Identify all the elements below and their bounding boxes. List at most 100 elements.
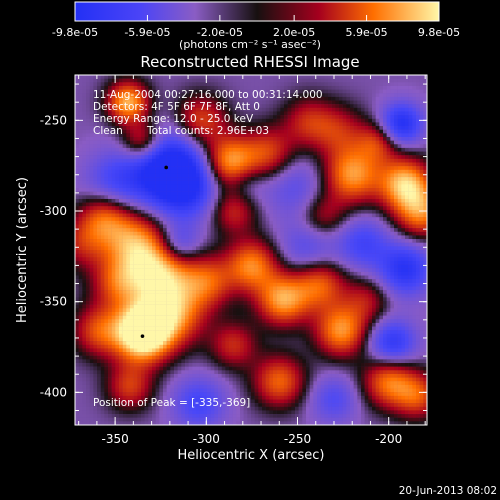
heatmap-cell	[126, 93, 131, 98]
heatmap-cell	[207, 184, 211, 189]
heatmap	[75, 75, 427, 425]
heatmap-cell	[394, 188, 398, 192]
heatmap-cell	[196, 122, 200, 127]
heatmap-cell	[262, 257, 266, 262]
heatmap-cell	[185, 96, 189, 101]
heatmap-cell	[130, 169, 134, 174]
heatmap-cell	[416, 147, 420, 152]
heatmap-cell	[108, 242, 112, 247]
heatmap-cell	[108, 184, 112, 189]
heatmap-cell	[89, 162, 94, 167]
heatmap-cell	[276, 107, 281, 112]
heatmap-cell	[75, 126, 79, 130]
heatmap-cell	[240, 93, 244, 98]
heatmap-cell	[302, 96, 307, 101]
heatmap-cell	[357, 162, 362, 167]
heatmap-cell	[148, 75, 153, 79]
heatmap-cell	[302, 78, 307, 83]
heatmap-cell	[177, 177, 182, 181]
heatmap-cell	[126, 96, 131, 101]
heatmap-cell	[269, 136, 274, 141]
heatmap-cell	[364, 195, 369, 200]
heatmap-cell	[97, 239, 101, 243]
heatmap-cell	[394, 151, 398, 156]
heatmap-cell	[141, 195, 145, 200]
heatmap-cell	[104, 111, 109, 116]
heatmap-cell	[386, 253, 391, 258]
heatmap-cell	[225, 111, 230, 116]
heatmap-cell	[170, 257, 175, 262]
heatmap-cell	[287, 180, 292, 185]
heatmap-cell	[364, 155, 369, 160]
heatmap-cell	[335, 206, 340, 211]
heatmap-cell	[247, 89, 252, 94]
heatmap-cell	[284, 220, 288, 225]
heatmap-cell	[324, 253, 329, 258]
heatmap-cell	[383, 169, 387, 174]
heatmap-cell	[104, 253, 109, 258]
heatmap-cell	[240, 166, 244, 170]
heatmap-cell	[346, 253, 351, 258]
heatmap-cell	[144, 115, 149, 119]
heatmap-cell	[372, 151, 376, 156]
heatmap-cell	[280, 158, 285, 163]
heatmap-cell	[254, 107, 259, 112]
heatmap-cell	[394, 136, 398, 141]
heatmap-cell	[188, 85, 193, 90]
heatmap-cell	[419, 166, 424, 170]
heatmap-cell	[207, 100, 211, 105]
heatmap-cell	[196, 202, 200, 207]
heatmap-cell	[313, 195, 318, 200]
heatmap-cell	[159, 239, 164, 243]
heatmap-cell	[133, 235, 138, 240]
heatmap-cell	[196, 104, 200, 109]
heatmap-cell	[423, 151, 427, 156]
heatmap-cell	[166, 104, 171, 109]
heatmap-cell	[313, 107, 318, 112]
heatmap-cell	[199, 228, 204, 232]
heatmap-cell	[155, 129, 160, 134]
heatmap-cell	[379, 155, 384, 160]
heatmap-cell	[126, 136, 131, 141]
heatmap-cell	[86, 228, 90, 232]
heatmap-cell	[269, 104, 274, 109]
heatmap-cell	[291, 144, 296, 149]
heatmap-cell	[273, 122, 277, 127]
heatmap-cell	[379, 209, 384, 214]
heatmap-cell	[163, 75, 167, 79]
heatmap-cell	[104, 162, 109, 167]
heatmap-cell	[115, 89, 120, 94]
heatmap-cell	[284, 140, 288, 145]
heatmap-cell	[361, 155, 365, 160]
heatmap-cell	[203, 82, 208, 87]
heatmap-cell	[313, 155, 318, 160]
heatmap-cell	[390, 118, 395, 123]
heatmap-cell	[254, 202, 259, 207]
heatmap-cell	[75, 166, 79, 170]
heatmap-cell	[335, 220, 340, 225]
heatmap-cell	[104, 177, 109, 181]
heatmap-cell	[265, 184, 270, 189]
heatmap-cell	[353, 136, 358, 141]
heatmap-cell	[214, 78, 219, 83]
heatmap-cell	[386, 100, 391, 105]
heatmap-cell	[218, 253, 222, 258]
heatmap-cell	[269, 213, 274, 218]
heatmap-cell	[309, 107, 314, 112]
heatmap-cell	[82, 257, 87, 262]
heatmap-cell	[214, 224, 219, 229]
heatmap-cell	[104, 118, 109, 123]
heatmap-cell	[210, 180, 215, 185]
heatmap-cell	[214, 133, 219, 138]
heatmap-cell	[339, 260, 343, 265]
heatmap-cell	[207, 82, 211, 87]
heatmap-cell	[243, 115, 248, 119]
heatmap-cell	[302, 162, 307, 167]
heatmap-cell	[185, 180, 189, 185]
heatmap-cell	[93, 107, 98, 112]
heatmap-cell	[372, 118, 376, 123]
heatmap-cell	[375, 180, 380, 185]
heatmap-cell	[386, 188, 391, 192]
heatmap-cell	[243, 242, 248, 247]
heatmap-cell	[166, 209, 171, 214]
